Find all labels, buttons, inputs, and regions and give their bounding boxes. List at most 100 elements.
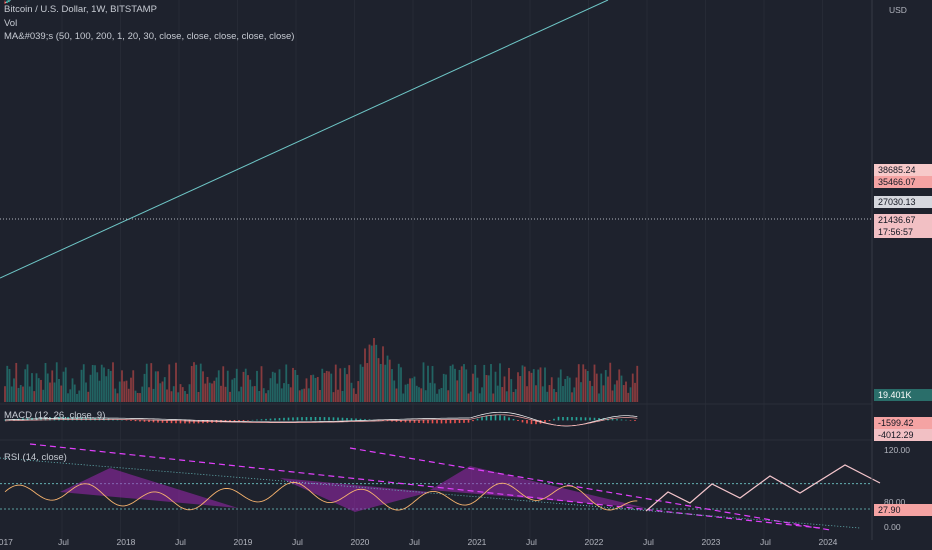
volume-bar xyxy=(537,369,540,402)
macd-histogram-bar xyxy=(440,420,443,424)
volume-bar xyxy=(586,371,589,402)
macd-histogram-bar xyxy=(134,420,137,422)
volume-bar xyxy=(366,363,369,402)
volume-bar xyxy=(591,386,594,402)
macd-histogram-bar xyxy=(287,417,290,421)
macd-histogram-bar xyxy=(521,420,524,423)
ma-legend[interactable]: MA&#039;s (50, 100, 200, 1, 20, 30, clos… xyxy=(4,31,295,42)
volume-bar xyxy=(134,390,137,402)
macd-histogram-bar xyxy=(152,420,155,423)
macd-histogram-bar xyxy=(467,420,470,423)
volume-bar xyxy=(557,377,560,402)
volume-bar xyxy=(384,364,387,402)
volume-bar xyxy=(161,381,164,402)
volume-bar xyxy=(35,373,38,402)
volume-bar xyxy=(440,388,443,402)
volume-bar xyxy=(181,387,184,402)
macd-histogram-bar xyxy=(620,419,623,421)
volume-bar xyxy=(404,384,407,402)
volume-bar xyxy=(350,382,353,402)
volume-bar xyxy=(208,382,211,402)
macd-histogram-bar xyxy=(341,417,344,421)
volume-bar xyxy=(415,385,418,402)
rsi-tick-label: 80.00 xyxy=(884,497,906,507)
macd-histogram-bar xyxy=(319,417,321,421)
time-tick-label: Jul xyxy=(760,537,771,547)
volume-bar xyxy=(127,388,130,402)
volume-bar xyxy=(413,376,416,402)
volume-bar xyxy=(168,364,171,402)
volume-bar xyxy=(265,393,267,402)
macd-histogram-bar xyxy=(517,420,519,421)
volume-bar xyxy=(125,380,128,402)
macd-histogram-bar xyxy=(611,418,614,421)
volume-bar xyxy=(429,382,432,402)
macd-histogram-bar xyxy=(427,420,429,424)
volume-bar xyxy=(503,376,506,402)
time-tick-label: 2019 xyxy=(234,537,253,547)
volume-bar xyxy=(469,391,472,402)
volume-bar xyxy=(96,372,99,402)
volume-bar xyxy=(411,378,414,402)
volume-bar xyxy=(310,375,312,402)
volume-bar xyxy=(467,393,470,402)
volume-bar xyxy=(571,392,573,402)
volume-bar xyxy=(136,392,139,402)
macd-histogram-bar xyxy=(508,417,510,421)
macd-histogram-bar xyxy=(161,420,164,423)
macd-histogram-bar xyxy=(184,420,186,424)
volume-bar xyxy=(580,382,582,402)
macd-histogram-bar xyxy=(71,417,74,421)
volume-bar xyxy=(253,386,256,402)
macd-histogram-bar xyxy=(575,417,578,421)
time-tick-label: 2018 xyxy=(117,537,136,547)
volume-bar xyxy=(553,388,555,402)
time-tick-label: 2021 xyxy=(468,537,487,547)
volume-bar xyxy=(636,365,639,402)
macd-histogram-bar xyxy=(143,420,146,422)
volume-bar xyxy=(121,370,123,402)
volume-bar xyxy=(508,367,510,402)
rsi-trend-dash-2 xyxy=(349,447,831,531)
macd-histogram-bar xyxy=(197,420,200,424)
volume-bar xyxy=(78,390,81,402)
volume-bar xyxy=(400,367,402,402)
volume-bar xyxy=(33,391,36,402)
volume-legend[interactable]: Vol xyxy=(4,18,18,29)
volume-bar xyxy=(69,389,72,402)
volume-bar xyxy=(373,338,375,402)
candle-body xyxy=(8,0,11,2)
volume-bar xyxy=(305,378,308,402)
symbol-legend[interactable]: Bitcoin / U.S. Dollar, 1W, BITSTAMP xyxy=(4,4,157,15)
time-tick-label: Jul xyxy=(175,537,186,547)
macd-histogram-bar xyxy=(292,417,294,421)
volume-bar xyxy=(91,365,94,402)
price-tag: 19.401K xyxy=(874,389,932,401)
macd-histogram-bar xyxy=(301,417,303,421)
volume-bar xyxy=(379,364,382,402)
volume-bar xyxy=(312,374,315,402)
macd-histogram-bar xyxy=(238,420,240,422)
volume-bar xyxy=(276,383,279,402)
volume-bar xyxy=(510,379,513,402)
rsi-legend[interactable]: RSI (14, close) xyxy=(4,452,67,463)
candle-body xyxy=(6,1,9,3)
volume-bar xyxy=(546,391,549,402)
volume-bar xyxy=(321,368,324,402)
volume-bar xyxy=(568,377,571,402)
volume-bar xyxy=(58,378,60,402)
volume-bar xyxy=(118,381,121,402)
macd-legend[interactable]: MACD (12, 26, close, 9) xyxy=(4,410,106,421)
grid xyxy=(0,0,872,540)
volume-bar xyxy=(114,388,117,402)
macd-histogram-bar xyxy=(328,417,330,421)
price-tag: 38685.24 xyxy=(874,164,932,176)
volume-bar xyxy=(42,389,45,402)
volume-bar xyxy=(269,378,272,402)
macd-histogram-bar xyxy=(463,420,465,423)
volume-bar xyxy=(391,369,393,402)
macd-histogram-bar xyxy=(364,419,366,421)
volume-bar xyxy=(573,387,576,402)
volume-bar xyxy=(613,384,616,402)
macd-histogram-bar xyxy=(526,420,528,424)
